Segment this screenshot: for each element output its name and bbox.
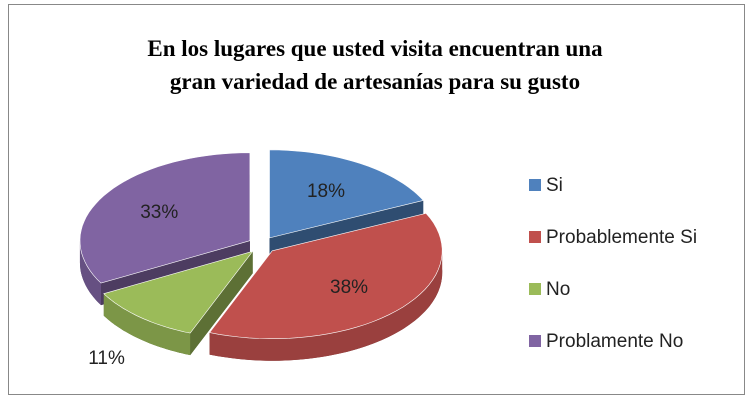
- legend-label: Problamente No: [546, 331, 683, 352]
- legend-label: Probablemente Si: [546, 227, 697, 248]
- legend-swatch: [529, 283, 541, 295]
- slice-wall: [103, 293, 191, 356]
- pie-slice: [209, 212, 443, 361]
- slice-top: [79, 152, 251, 284]
- chart-title: En los lugares que usted visita encuentr…: [147, 36, 603, 61]
- data-label: 18%: [307, 181, 345, 202]
- legend-label: No: [546, 279, 570, 300]
- slice-top: [103, 250, 254, 334]
- data-label: 38%: [330, 277, 368, 298]
- chart-title: gran variedad de artesanías para su gust…: [170, 69, 580, 94]
- legend-label: Si: [546, 175, 563, 196]
- slice-wall: [79, 240, 101, 306]
- data-label: 11%: [88, 348, 125, 369]
- slice-wall: [209, 250, 443, 361]
- slice-top: [269, 149, 424, 239]
- slice-top: [209, 212, 443, 340]
- pie-slice: [103, 250, 254, 356]
- data-label: 33%: [140, 202, 178, 223]
- legend-swatch: [529, 179, 541, 191]
- legend-swatch: [529, 231, 541, 243]
- legend-swatch: [529, 335, 541, 347]
